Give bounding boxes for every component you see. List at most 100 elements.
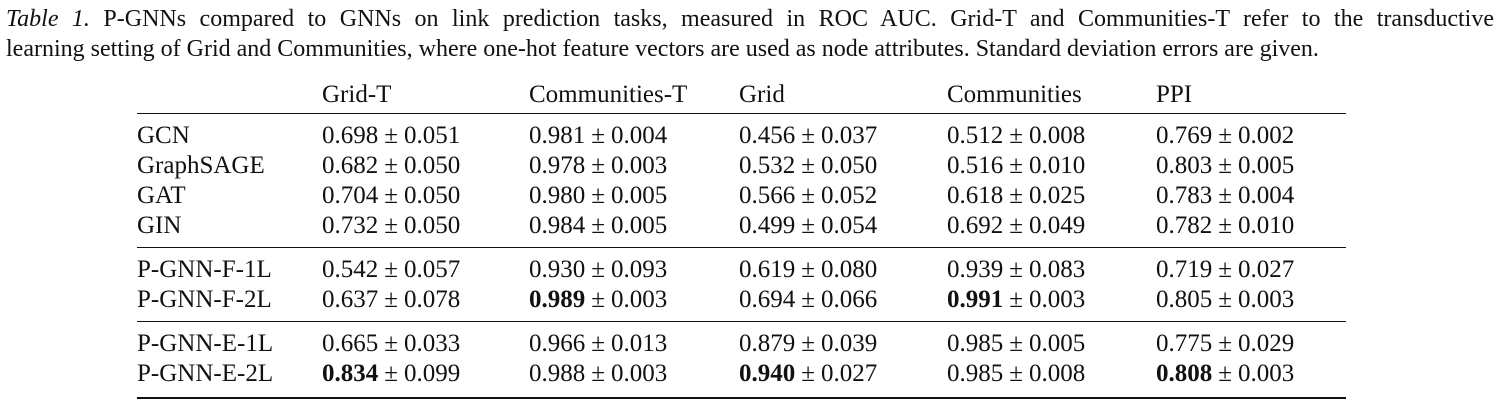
std-value: 0.003 [610, 286, 668, 313]
mean-value: 0.618 [947, 182, 1004, 209]
mean-value: 0.566 [739, 182, 796, 209]
mean-value: 0.803 [1156, 152, 1213, 179]
cell-grid-t: 0.698 ±0.051 [322, 114, 529, 152]
mean-value: 0.704 [322, 182, 379, 209]
std-value: 0.066 [820, 286, 878, 313]
std-value: 0.004 [610, 122, 668, 149]
plus-minus-sign: ± [1009, 212, 1023, 239]
std-value: 0.004 [1237, 182, 1295, 209]
mean-value: 0.939 [947, 256, 1004, 283]
cell-communities-t: 0.980 ±0.005 [529, 181, 739, 211]
std-value: 0.029 [1237, 330, 1295, 357]
plus-minus-sign: ± [1009, 286, 1023, 313]
mean-value: 0.532 [739, 152, 796, 179]
cell-grid-t: 0.834 ±0.099 [322, 359, 529, 398]
mean-value: 0.805 [1156, 286, 1213, 313]
cell-ppi: 0.769 ±0.002 [1156, 114, 1346, 152]
cell-communities-t: 0.984 ±0.005 [529, 211, 739, 248]
cell-communities-t: 0.978 ±0.003 [529, 151, 739, 181]
plus-minus-sign: ± [591, 212, 605, 239]
mean-value: 0.512 [947, 122, 1004, 149]
std-value: 0.003 [610, 360, 668, 387]
header-corner [137, 76, 322, 114]
cell-grid: 0.694 ±0.066 [739, 285, 947, 322]
mean-value: 0.879 [739, 330, 796, 357]
plus-minus-sign: ± [384, 330, 398, 357]
plus-minus-sign: ± [591, 360, 605, 387]
table-row: GIN 0.732 ±0.050 0.984 ±0.005 0.499 ±0.054 0.69… [137, 211, 1346, 248]
cell-communities-t: 0.981 ±0.004 [529, 114, 739, 152]
mean-value: 0.782 [1156, 212, 1213, 239]
std-value: 0.083 [1028, 256, 1086, 283]
mean-value: 0.985 [947, 330, 1004, 357]
header-ppi: PPI [1156, 80, 1193, 108]
table-header: Grid-T Communities-T Grid Communities PP… [137, 76, 1346, 114]
std-value: 0.049 [1028, 212, 1086, 239]
std-value: 0.027 [820, 360, 878, 387]
plus-minus-sign: ± [1218, 286, 1232, 313]
mean-value: 0.978 [529, 152, 586, 179]
cell-communities: 0.991 ±0.003 [947, 285, 1156, 322]
cell-ppi: 0.775 ±0.029 [1156, 322, 1346, 360]
plus-minus-sign: ± [801, 182, 815, 209]
std-value: 0.005 [1237, 152, 1295, 179]
model-name: P-GNN-F-1L [137, 256, 272, 283]
mean-value: 0.456 [739, 122, 796, 149]
std-value: 0.050 [403, 212, 461, 239]
std-value: 0.003 [610, 152, 668, 179]
std-value: 0.010 [1237, 212, 1295, 239]
cell-grid: 0.566 ±0.052 [739, 181, 947, 211]
mean-value: 0.980 [529, 182, 586, 209]
plus-minus-sign: ± [1009, 152, 1023, 179]
mean-value: 0.542 [322, 256, 379, 283]
std-value: 0.093 [610, 256, 668, 283]
cell-ppi: 0.805 ±0.003 [1156, 285, 1346, 322]
plus-minus-sign: ± [384, 286, 398, 313]
mean-value: 0.988 [529, 360, 586, 387]
cell-ppi: 0.803 ±0.005 [1156, 151, 1346, 181]
plus-minus-sign: ± [801, 286, 815, 313]
plus-minus-sign: ± [1218, 122, 1232, 149]
cell-grid: 0.532 ±0.050 [739, 151, 947, 181]
std-value: 0.054 [820, 212, 878, 239]
std-value: 0.025 [1028, 182, 1086, 209]
plus-minus-sign: ± [591, 330, 605, 357]
std-value: 0.080 [820, 256, 878, 283]
plus-minus-sign: ± [1009, 122, 1023, 149]
mean-value: 0.966 [529, 330, 586, 357]
mean-value: 0.694 [739, 286, 796, 313]
plus-minus-sign: ± [801, 256, 815, 283]
mean-value: 0.984 [529, 212, 586, 239]
cell-communities-t: 0.989 ±0.003 [529, 285, 739, 322]
table-row: P-GNN-E-2L 0.834 ±0.099 0.988 ±0.003 0.940 ±0.… [137, 359, 1346, 398]
plus-minus-sign: ± [801, 330, 815, 357]
table-row: P-GNN-E-1L 0.665 ±0.033 0.966 ±0.013 0.879 ±0.… [137, 322, 1346, 360]
std-value: 0.005 [1028, 330, 1086, 357]
mean-value: 0.985 [947, 360, 1004, 387]
cell-grid-t: 0.637 ±0.078 [322, 285, 529, 322]
plus-minus-sign: ± [591, 122, 605, 149]
plus-minus-sign: ± [1218, 256, 1232, 283]
std-value: 0.078 [403, 286, 461, 313]
mean-value: 0.834 [322, 360, 379, 387]
std-value: 0.003 [1237, 360, 1295, 387]
mean-value: 0.665 [322, 330, 379, 357]
cell-communities: 0.985 ±0.005 [947, 322, 1156, 360]
model-name: P-GNN-E-2L [137, 360, 274, 387]
mean-value: 0.719 [1156, 256, 1213, 283]
cell-communities: 0.692 ±0.049 [947, 211, 1156, 248]
mean-value: 0.991 [947, 286, 1004, 313]
cell-communities: 0.618 ±0.025 [947, 181, 1156, 211]
std-value: 0.050 [820, 152, 878, 179]
plus-minus-sign: ± [801, 122, 815, 149]
mean-value: 0.775 [1156, 330, 1213, 357]
mean-value: 0.637 [322, 286, 379, 313]
plus-minus-sign: ± [591, 286, 605, 313]
std-value: 0.057 [403, 256, 461, 283]
mean-value: 0.989 [529, 286, 586, 313]
row-group-3: P-GNN-E-1L 0.665 ±0.033 0.966 ±0.013 0.879 ±0.… [137, 322, 1346, 398]
header-grid-t: Grid-T [322, 80, 392, 108]
row-group-2: P-GNN-F-1L 0.542 ±0.057 0.930 ±0.093 0.619 ±0.… [137, 248, 1346, 322]
plus-minus-sign: ± [1009, 360, 1023, 387]
plus-minus-sign: ± [1218, 152, 1232, 179]
